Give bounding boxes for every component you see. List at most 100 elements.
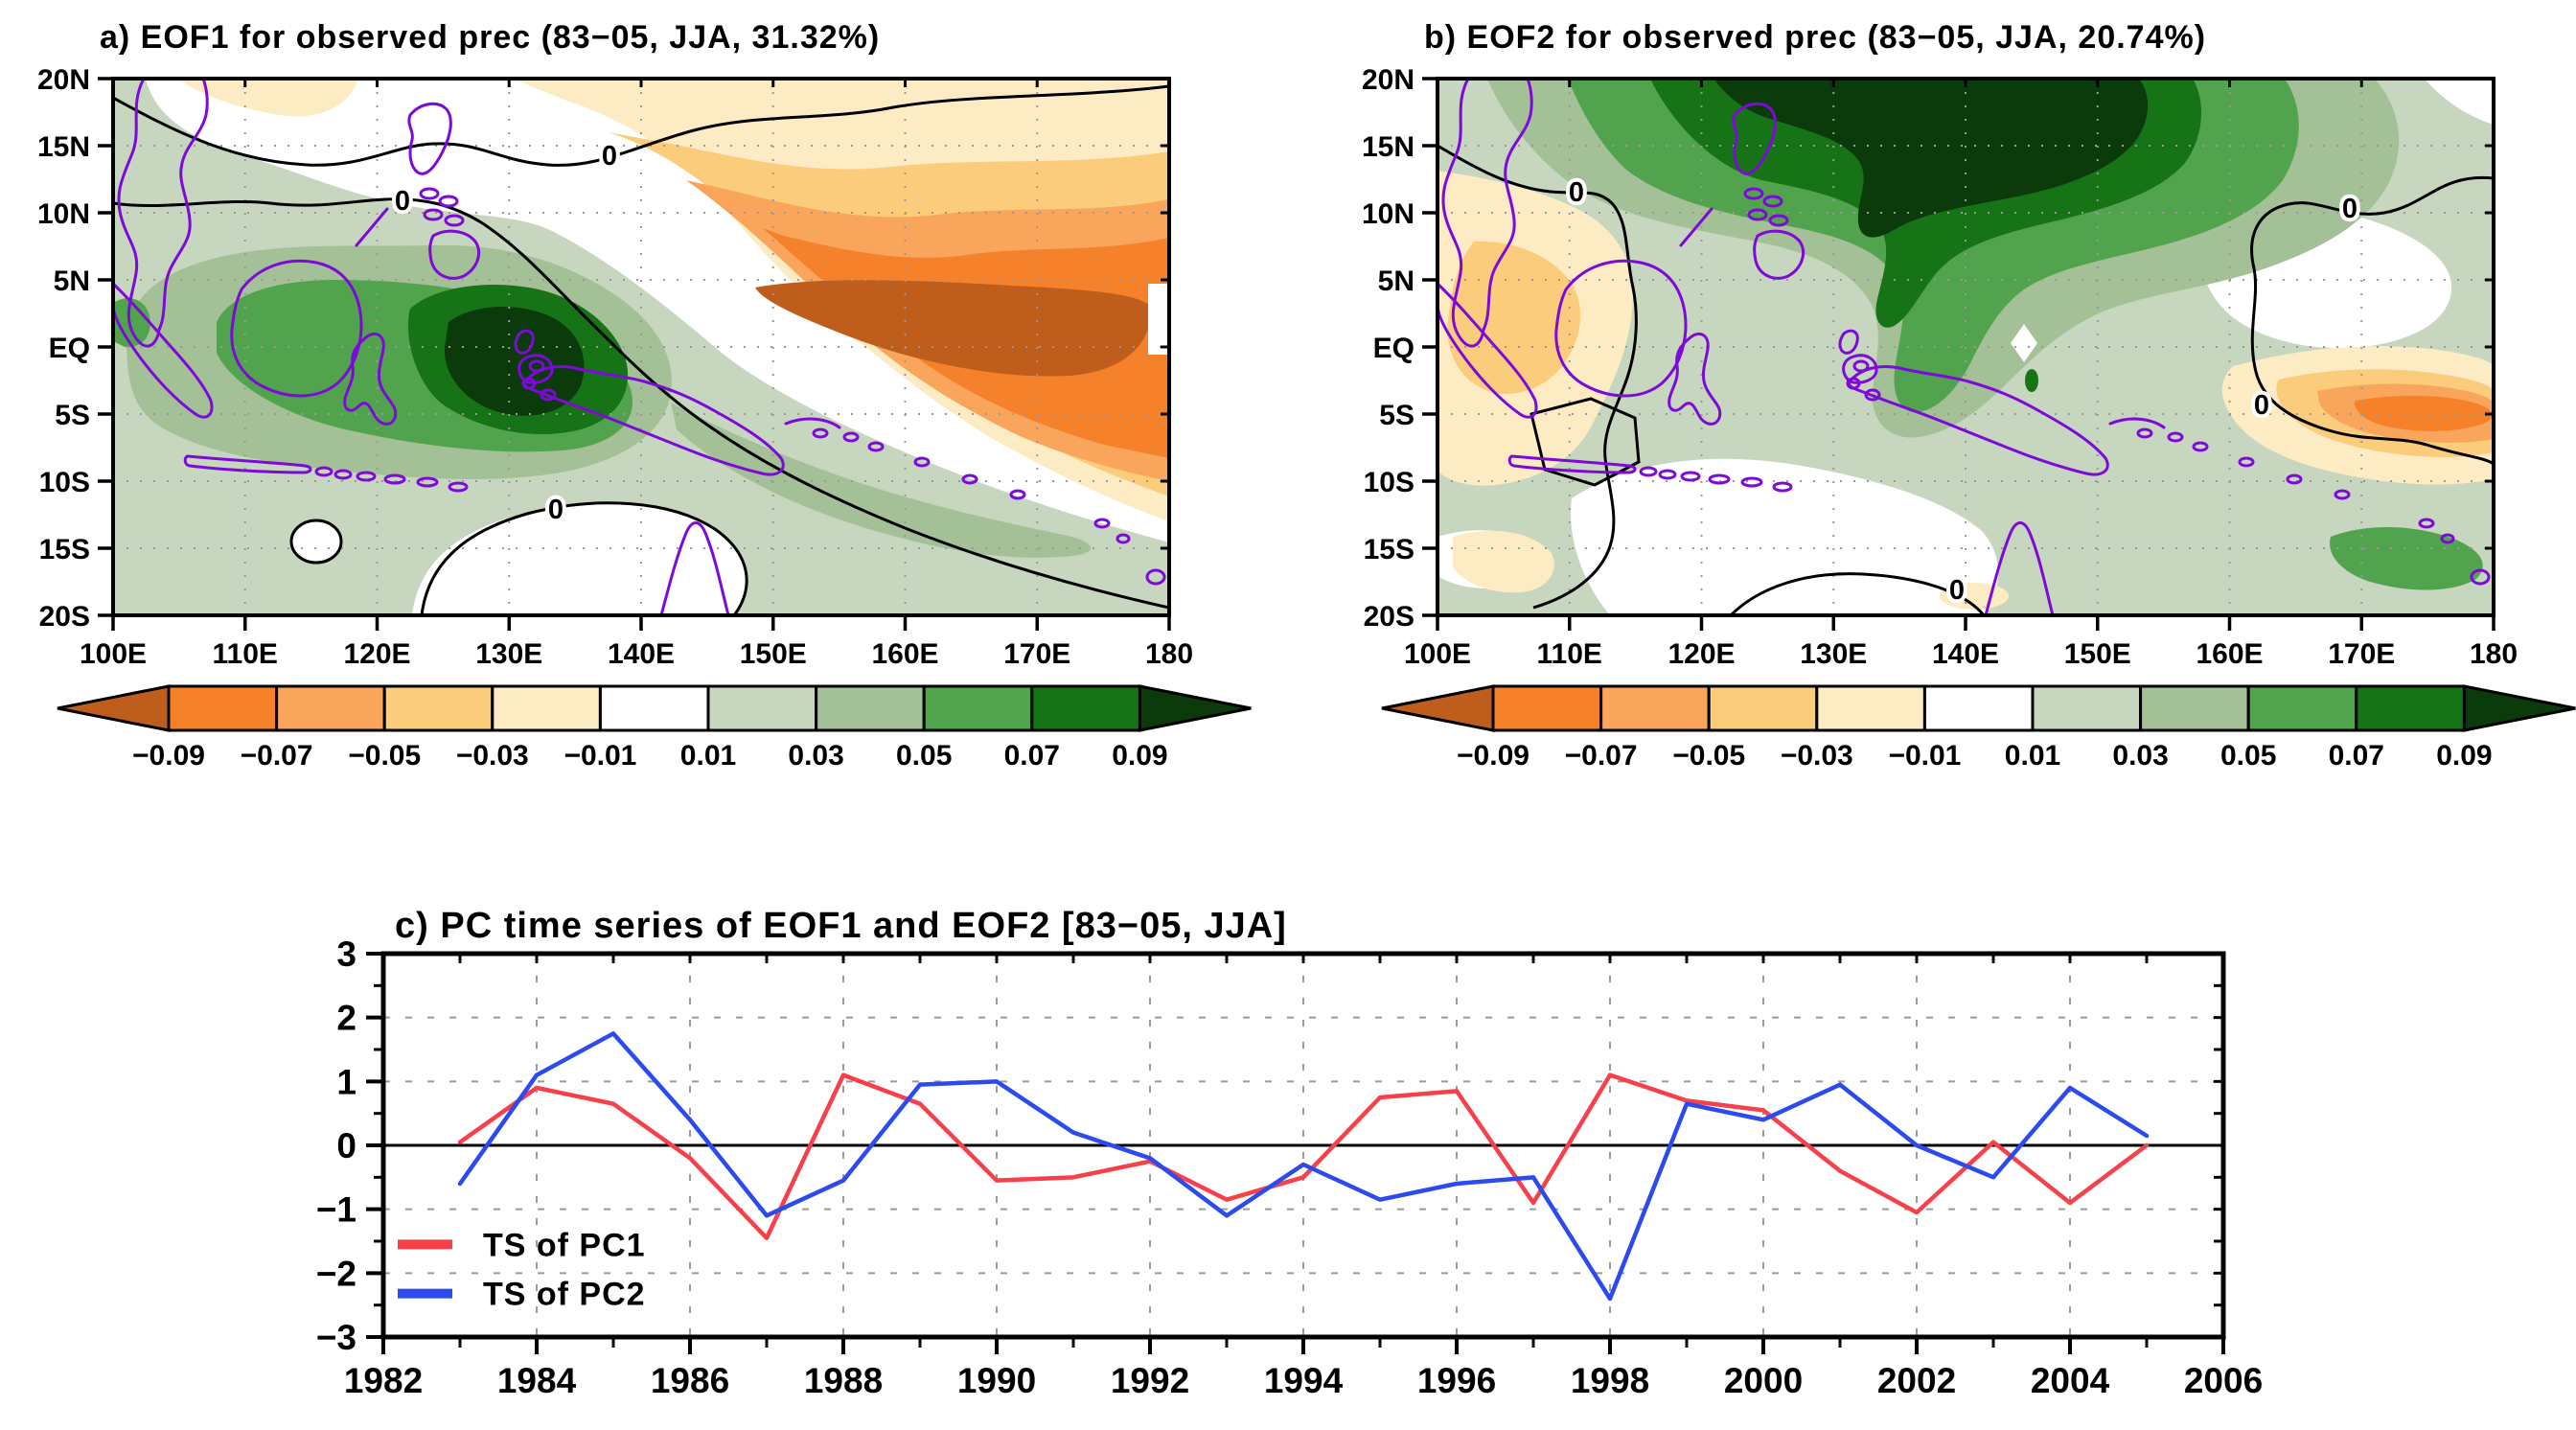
panel_b-y-tick-label: 10S xyxy=(1364,467,1414,498)
colorbar-a-tick-label: −0.03 xyxy=(456,740,529,772)
colorbar-a-cell xyxy=(491,684,602,732)
colorbar-a-tick-label: −0.07 xyxy=(241,740,313,772)
colorbar-a-tick-label: −0.01 xyxy=(564,740,636,772)
colorbar-a-tick-label: −0.05 xyxy=(348,740,421,772)
panel_b-y-tick-label: 20N xyxy=(1362,64,1414,96)
legend-label-2: TS of PC2 xyxy=(483,1277,646,1313)
panel-c-x-tick-label: 1988 xyxy=(804,1361,883,1400)
panel-b: b) EOF2 for observed prec (83−05, JJA, 2… xyxy=(1362,19,2576,772)
panel_a-x-tick-label: 130E xyxy=(475,638,542,670)
panel_b-x-tick-label: 120E xyxy=(1668,638,1735,670)
panel-c-x-tick-label: 2006 xyxy=(2184,1361,2263,1400)
panel-c-grid xyxy=(383,954,2223,1337)
panel_b-y-tick-label: EQ xyxy=(1373,333,1414,364)
panel-c-y-tick-label: 2 xyxy=(336,999,356,1038)
colorbar-b-tick-label: −0.09 xyxy=(1457,740,1530,772)
panel_a-y-tick-label: 10S xyxy=(39,467,90,498)
colorbar-a-cell xyxy=(382,684,494,732)
panel_a-y-tick-label: 10N xyxy=(37,198,90,230)
pc-series-2 xyxy=(457,1031,2150,1302)
colorbar-a-cell xyxy=(167,684,279,732)
panel-c-x-tick-label: 1996 xyxy=(1417,1361,1496,1400)
panel-c-series xyxy=(457,1031,2150,1302)
panel-c-x-tick-label: 1998 xyxy=(1571,1361,1649,1400)
colorbar-b-over-arrow xyxy=(2462,684,2576,732)
panel-b-axes: 100E 110E 120E 130E 140E 150E 160E 170E 180 20N 15… xyxy=(1362,64,2518,670)
panel-b-colorbar: −0.09 −0.07 −0.05 −0.03 −0.01 0.01 0.03 0.05 0.0… xyxy=(1381,684,2576,772)
colorbar-a-cell xyxy=(1030,684,1141,732)
colorbar-b-tick-label: 0.03 xyxy=(2112,740,2168,772)
panel_b-x-tick-label: 140E xyxy=(1932,638,1999,670)
panel-a-colorbar: −0.09 −0.07 −0.05 −0.03 −0.01 0.01 0.03 0.05 0.0… xyxy=(57,684,1252,772)
colorbar-a-cell xyxy=(275,684,386,732)
colorbar-b-cell xyxy=(2246,684,2358,732)
panel-c: c) PC time series of EOF1 and EOF2 [83−0… xyxy=(316,906,2263,1400)
panel-c-axes: 1982 1984 1986 1988 1990 1992 1994 1996 1998 2000… xyxy=(316,934,2263,1400)
panel_a-y-tick-label: 15S xyxy=(39,534,90,565)
panel-a-zero-label: 0 xyxy=(602,141,617,172)
panel_b-x-tick-label: 110E xyxy=(1537,638,1602,670)
panel_a-y-tick-label: 5S xyxy=(55,400,90,431)
colorbar-a-over-arrow xyxy=(1138,684,1252,732)
panel-a-zero-label: 0 xyxy=(548,495,564,525)
panel-b-zero-label: 0 xyxy=(2342,194,2358,224)
panel_a-y-tick-label: EQ xyxy=(49,333,90,364)
panel_a-x-tick-label: 160E xyxy=(871,638,938,670)
panel_a-y-tick-label: 5N xyxy=(54,265,90,297)
colorbar-b-under-arrow xyxy=(1381,684,1495,732)
colorbar-a-under-arrow xyxy=(57,684,171,732)
panel-a-zero-label: 0 xyxy=(395,186,410,217)
colorbar-b-tick-label: 0.01 xyxy=(2005,740,2060,772)
panel_b-y-tick-label: 15S xyxy=(1364,534,1414,565)
panel-c-y-tick-label: 0 xyxy=(336,1126,356,1165)
panel_b-x-tick-label: 150E xyxy=(2064,638,2131,670)
panel-a-title: a) EOF1 for observed prec (83−05, JJA, 3… xyxy=(100,19,880,56)
panel-c-x-tick-label: 1984 xyxy=(497,1361,577,1400)
panel-b-zero-label: 0 xyxy=(1569,177,1584,208)
pc-series-1 xyxy=(457,1072,2150,1240)
panel_b-x-tick-label: 160E xyxy=(2196,638,2263,670)
panel_a-x-tick-label: 180 xyxy=(1145,638,1193,670)
panel_a-x-tick-label: 120E xyxy=(343,638,410,670)
panel-c-y-tick-label: −3 xyxy=(316,1318,356,1357)
panel-b-zero-label: 0 xyxy=(2254,390,2269,421)
colorbar-b-cell xyxy=(1491,684,1603,732)
colorbar-a-cell xyxy=(706,684,818,732)
panel-c-x-tick-label: 1990 xyxy=(957,1361,1036,1400)
legend-label-1: TS of PC1 xyxy=(483,1227,646,1263)
colorbar-a-tick-label: 0.05 xyxy=(896,740,952,772)
panel-c-x-tick-label: 1992 xyxy=(1111,1361,1189,1400)
colorbar-b-cell xyxy=(2031,684,2143,732)
panel_b-x-tick-label: 170E xyxy=(2328,638,2395,670)
panel_a-x-tick-label: 150E xyxy=(740,638,807,670)
panel_b-y-tick-label: 5S xyxy=(1379,400,1414,431)
panel_a-y-tick-label: 15N xyxy=(37,131,90,163)
panel-a-zero-contours xyxy=(113,84,1169,615)
panel-c-x-tick-label: 1982 xyxy=(344,1361,423,1400)
colorbar-b-tick-label: −0.07 xyxy=(1565,740,1638,772)
panel-c-x-tick-label: 2000 xyxy=(1724,1361,1803,1400)
colorbar-a-tick-label: 0.07 xyxy=(1004,740,1060,772)
colorbar-b-tick-label: 0.05 xyxy=(2220,740,2276,772)
colorbar-b-cell xyxy=(1815,684,1926,732)
panel-c-title: c) PC time series of EOF1 and EOF2 [83−0… xyxy=(395,906,1287,946)
colorbar-b-tick-label: −0.03 xyxy=(1781,740,1853,772)
colorbar-b-tick-label: 0.07 xyxy=(2329,740,2384,772)
colorbar-a-cell xyxy=(598,684,710,732)
panel_b-x-tick-label: 130E xyxy=(1800,638,1867,670)
panel-a-graticule xyxy=(113,79,1169,615)
colorbar-b-cell xyxy=(1707,684,1819,732)
panel-c-x-tick-label: 1994 xyxy=(1264,1361,1344,1400)
panel-c-y-tick-label: −1 xyxy=(316,1190,356,1230)
panel_b-y-tick-label: 5N xyxy=(1378,265,1414,297)
colorbar-b-tick-label: −0.05 xyxy=(1672,740,1745,772)
panel-c-legend: TS of PC1 TS of PC2 xyxy=(398,1227,646,1313)
colorbar-a-cell xyxy=(815,684,926,732)
panel_b-y-tick-label: 20S xyxy=(1364,601,1414,633)
panel-a: a) EOF1 for observed prec (83−05, JJA, 3… xyxy=(37,19,1252,772)
panel_b-x-tick-label: 100E xyxy=(1404,638,1471,670)
panel-a-axes: 100E 110E 120E 130E 140E 150E 160E 170E 180 20N 15… xyxy=(37,64,1193,670)
colorbar-b-tick-label: 0.09 xyxy=(2436,740,2492,772)
